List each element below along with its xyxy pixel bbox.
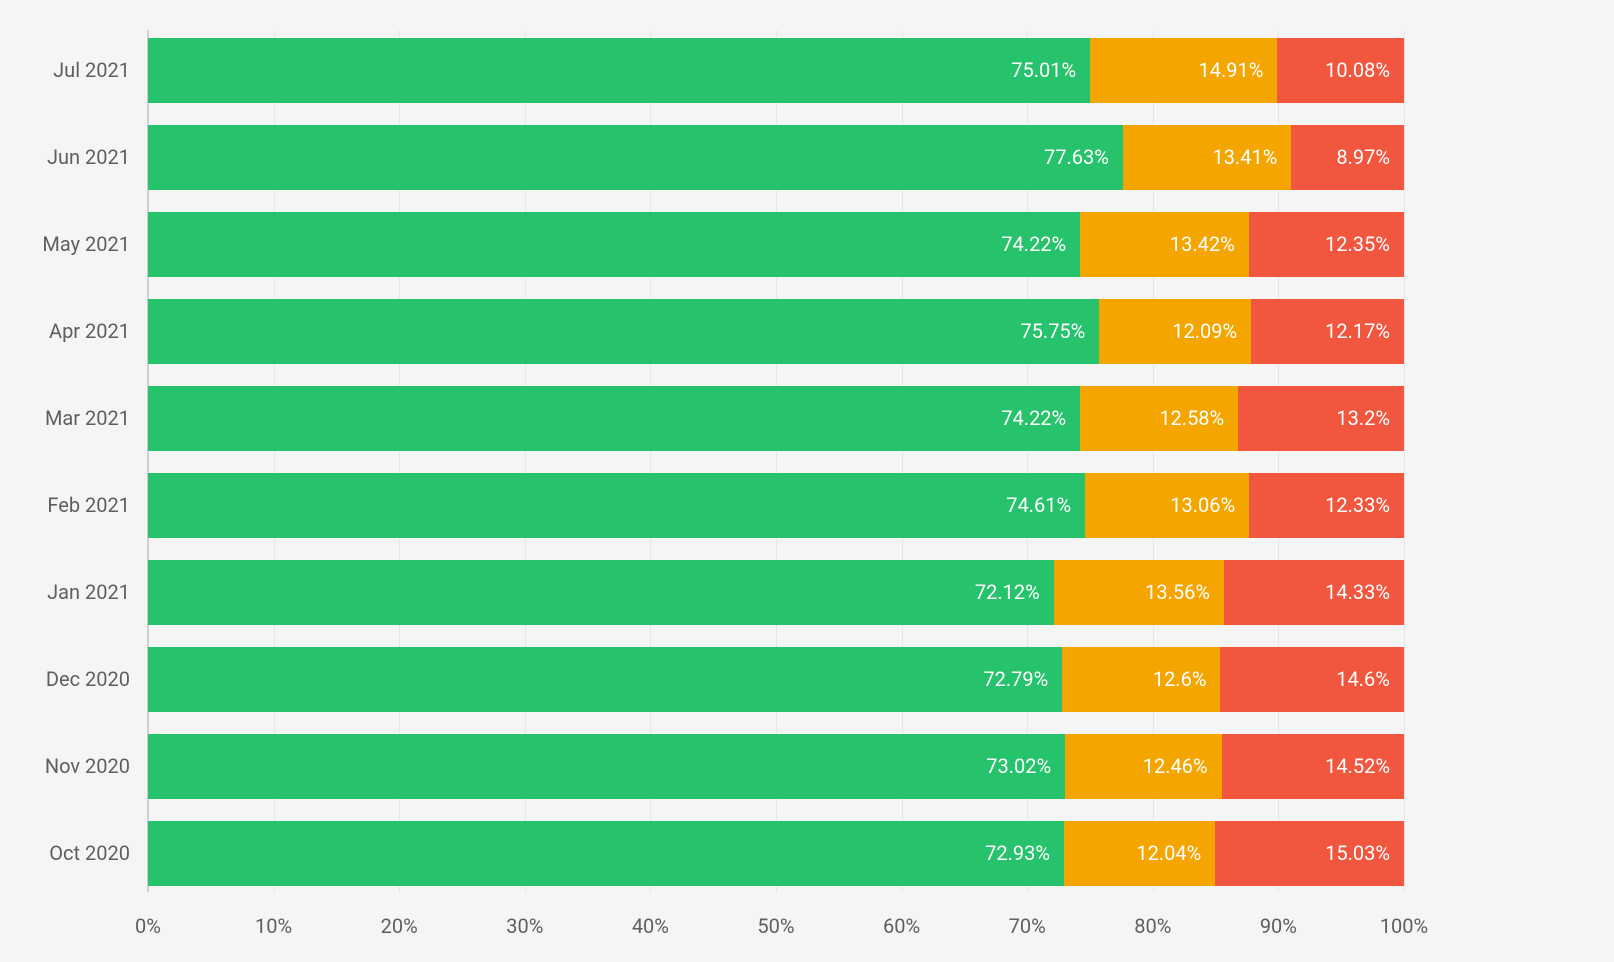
bar-segment: 77.63% <box>148 125 1123 190</box>
bar-row: 74.22% 13.42% 12.35% <box>148 212 1404 277</box>
x-gridline <box>1404 30 1405 892</box>
bar-segment: 74.22% <box>148 212 1080 277</box>
y-tick-label: Apr 2021 <box>49 319 130 343</box>
x-tick-label: 0% <box>108 914 188 938</box>
x-tick-label: 80% <box>1113 914 1193 938</box>
bar-segment: 72.12% <box>148 560 1054 625</box>
bar-segment: 14.6% <box>1220 647 1403 712</box>
x-tick-label: 40% <box>610 914 690 938</box>
bar-segment-value: 14.33% <box>1325 580 1390 604</box>
bar-segment-value: 10.08% <box>1325 58 1390 82</box>
bar-segment-value: 12.04% <box>1136 841 1201 865</box>
bar-segment-value: 77.63% <box>1044 145 1109 169</box>
bar-row: 72.79% 12.6% 14.6% <box>148 647 1404 712</box>
y-tick-label: Jul 2021 <box>53 58 130 82</box>
x-tick-label: 20% <box>359 914 439 938</box>
y-tick-label: Oct 2020 <box>49 841 130 865</box>
bar-segment: 12.09% <box>1099 299 1251 364</box>
bar-segment: 12.6% <box>1062 647 1220 712</box>
bar-segment: 13.42% <box>1080 212 1249 277</box>
x-tick-label: 50% <box>736 914 816 938</box>
bar-segment-value: 13.42% <box>1170 232 1235 256</box>
bar-segment-value: 73.02% <box>986 754 1051 778</box>
bar-segment-value: 13.2% <box>1336 406 1390 430</box>
x-tick-label: 30% <box>485 914 565 938</box>
bar-segment-value: 14.6% <box>1336 667 1390 691</box>
bar-segment: 14.91% <box>1090 38 1277 103</box>
bar-segment-value: 12.33% <box>1325 493 1390 517</box>
bar-segment-value: 72.79% <box>983 667 1048 691</box>
bar-segment: 72.93% <box>148 821 1064 886</box>
bar-segment-value: 72.93% <box>985 841 1050 865</box>
x-tick-label: 70% <box>987 914 1067 938</box>
y-tick-label: Jun 2021 <box>47 145 130 169</box>
bar-row: 75.01% 14.91% 10.08% <box>148 38 1404 103</box>
bar-segment: 12.33% <box>1249 473 1404 538</box>
bar-row: 77.63% 13.41% 8.97% <box>148 125 1404 190</box>
bar-segment-value: 14.52% <box>1325 754 1390 778</box>
bar-row: 72.93% 12.04% 15.03% <box>148 821 1404 886</box>
bar-segment-value: 12.46% <box>1143 754 1208 778</box>
bar-row: 74.22% 12.58% 13.2% <box>148 386 1404 451</box>
bar-segment: 73.02% <box>148 734 1065 799</box>
bar-segment: 13.06% <box>1085 473 1249 538</box>
bar-segment: 14.33% <box>1224 560 1404 625</box>
bar-row: 73.02% 12.46% 14.52% <box>148 734 1404 799</box>
x-tick-label: 100% <box>1364 914 1444 938</box>
bar-segment: 14.52% <box>1222 734 1404 799</box>
y-tick-label: Nov 2020 <box>45 754 130 778</box>
bar-segment-value: 14.91% <box>1199 58 1264 82</box>
bar-segment-value: 72.12% <box>975 580 1040 604</box>
bar-segment-value: 12.58% <box>1159 406 1224 430</box>
plot-area: 75.01% 14.91% 10.08% 77.63% 13.41% 8.97% 74.22… <box>148 30 1404 892</box>
bar-segment-value: 12.6% <box>1153 667 1207 691</box>
bar-segment: 75.75% <box>148 299 1099 364</box>
bar-row: 72.12% 13.56% 14.33% <box>148 560 1404 625</box>
bar-segment-value: 8.97% <box>1336 145 1390 169</box>
y-tick-label: Feb 2021 <box>47 493 130 517</box>
bar-segment-value: 12.35% <box>1325 232 1390 256</box>
bar-segment: 15.03% <box>1215 821 1404 886</box>
bar-segment: 75.01% <box>148 38 1090 103</box>
bar-segment-value: 75.01% <box>1011 58 1076 82</box>
bar-segment-value: 74.61% <box>1006 493 1071 517</box>
y-tick-label: Mar 2021 <box>45 406 130 430</box>
bar-segment: 13.56% <box>1054 560 1224 625</box>
bar-segment-value: 12.17% <box>1325 319 1390 343</box>
bar-segment-value: 75.75% <box>1020 319 1085 343</box>
bar-segment: 12.46% <box>1065 734 1221 799</box>
stacked-bar-chart: 75.01% 14.91% 10.08% 77.63% 13.41% 8.97% 74.22… <box>0 0 1614 962</box>
bar-segment-value: 13.56% <box>1145 580 1210 604</box>
bar-segment: 74.22% <box>148 386 1080 451</box>
x-tick-label: 90% <box>1238 914 1318 938</box>
bar-segment-value: 74.22% <box>1001 232 1066 256</box>
bar-segment: 12.35% <box>1249 212 1404 277</box>
bar-segment: 10.08% <box>1277 38 1404 103</box>
bar-segment: 12.04% <box>1064 821 1215 886</box>
bar-segment-value: 13.41% <box>1212 145 1277 169</box>
x-tick-label: 10% <box>234 914 314 938</box>
y-tick-label: May 2021 <box>42 232 130 256</box>
bar-segment-value: 15.03% <box>1325 841 1390 865</box>
bar-segment: 13.2% <box>1238 386 1404 451</box>
bar-segment-value: 12.09% <box>1172 319 1237 343</box>
bar-segment: 12.58% <box>1080 386 1238 451</box>
bar-segment: 72.79% <box>148 647 1062 712</box>
bar-segment: 12.17% <box>1251 299 1404 364</box>
bar-row: 74.61% 13.06% 12.33% <box>148 473 1404 538</box>
bar-segment-value: 13.06% <box>1170 493 1235 517</box>
bar-segment: 74.61% <box>148 473 1085 538</box>
bar-segment-value: 74.22% <box>1001 406 1066 430</box>
bar-segment: 13.41% <box>1123 125 1291 190</box>
y-tick-label: Dec 2020 <box>46 667 130 691</box>
bar-row: 75.75% 12.09% 12.17% <box>148 299 1404 364</box>
y-tick-label: Jan 2021 <box>47 580 130 604</box>
x-tick-label: 60% <box>862 914 942 938</box>
bar-segment: 8.97% <box>1291 125 1404 190</box>
